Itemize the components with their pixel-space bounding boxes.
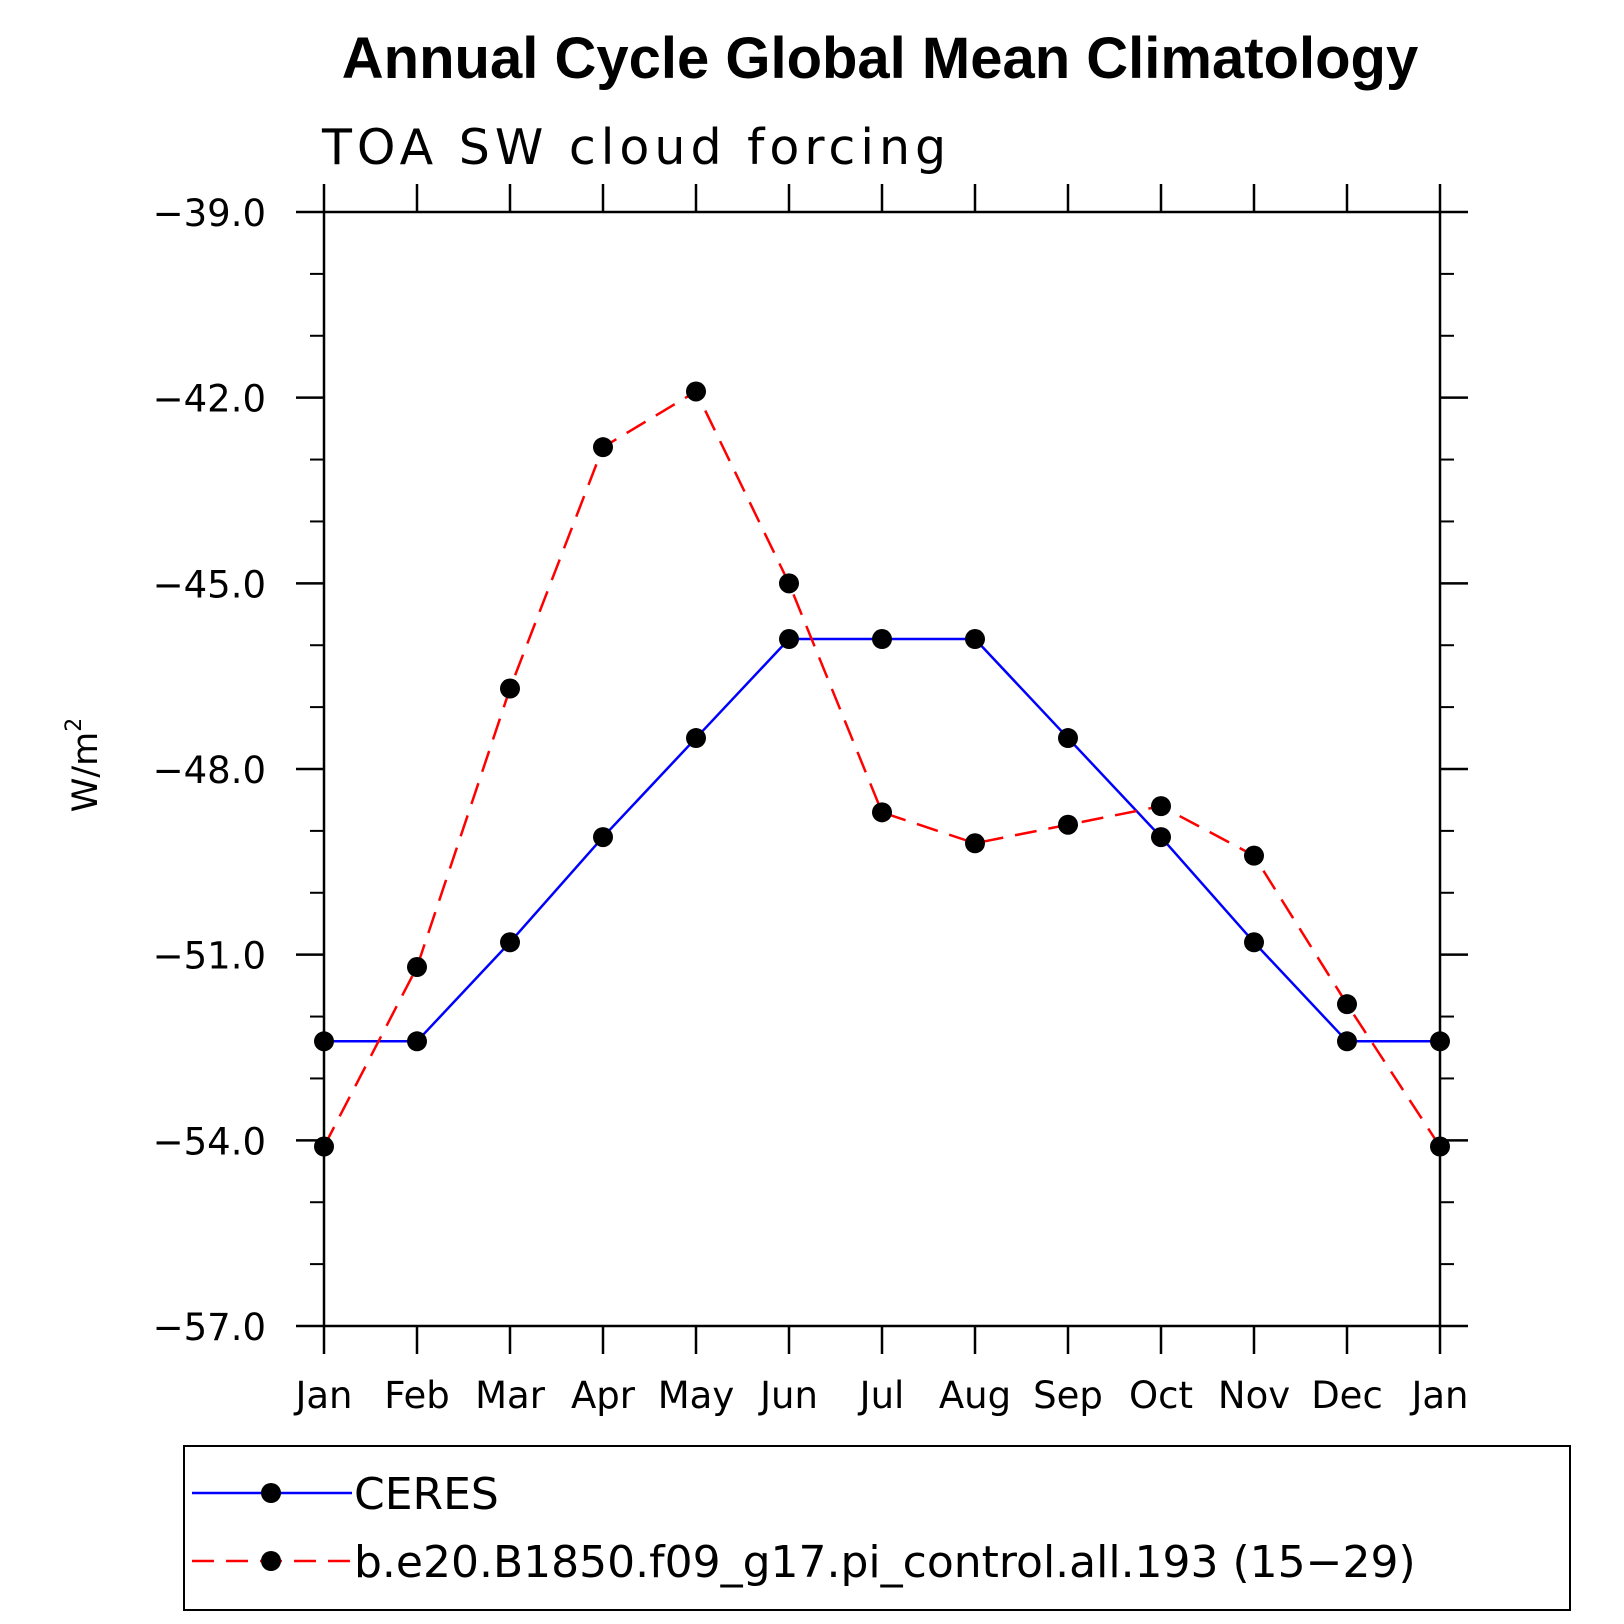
data-point bbox=[1337, 994, 1357, 1015]
data-point bbox=[1244, 845, 1264, 866]
data-point bbox=[593, 437, 613, 458]
data-point bbox=[779, 629, 799, 650]
x-tick-label: Dec bbox=[1311, 1374, 1383, 1417]
data-point bbox=[1244, 932, 1264, 953]
chart-subtitle: TOA SW cloud forcing bbox=[321, 119, 951, 176]
data-point bbox=[314, 1031, 334, 1052]
data-point bbox=[1058, 814, 1078, 835]
data-point bbox=[965, 629, 985, 650]
legend: CERES b.e20.B1850.f09_g17.pi_control.all.… bbox=[192, 1469, 1416, 1588]
series-line-1 bbox=[322, 389, 1442, 1148]
data-point bbox=[1151, 796, 1171, 817]
legend-label: b.e20.B1850.f09_g17.pi_control.all.193 (… bbox=[354, 1537, 1416, 1588]
data-point bbox=[593, 827, 613, 848]
x-tick-label: Nov bbox=[1218, 1374, 1290, 1417]
x-tick-label: Jan bbox=[1409, 1374, 1468, 1417]
x-tick-label: Aug bbox=[939, 1374, 1011, 1417]
svg-text:W/m2: W/m2 bbox=[62, 718, 106, 813]
data-point bbox=[1058, 728, 1078, 749]
series-layer bbox=[314, 381, 1450, 1157]
x-tick-label: Jul bbox=[858, 1374, 905, 1417]
data-point bbox=[686, 381, 706, 402]
data-point bbox=[872, 802, 892, 823]
series-line-0 bbox=[324, 637, 1440, 1043]
data-point bbox=[1337, 1031, 1357, 1052]
data-point bbox=[407, 1031, 427, 1052]
y-tick-label: −57.0 bbox=[153, 1306, 266, 1349]
y-axis-label-sup: 2 bbox=[62, 718, 87, 732]
data-point bbox=[500, 932, 520, 953]
x-tick-label: Oct bbox=[1129, 1374, 1193, 1417]
x-tick-label: Sep bbox=[1033, 1374, 1103, 1417]
data-point bbox=[1430, 1136, 1450, 1157]
x-tick-label: Mar bbox=[475, 1374, 546, 1417]
legend-marker bbox=[261, 1483, 281, 1503]
y-tick-label: −51.0 bbox=[153, 935, 266, 978]
legend-label: CERES bbox=[354, 1469, 499, 1520]
data-point bbox=[314, 1136, 334, 1157]
data-point bbox=[872, 629, 892, 650]
x-tick-label: Apr bbox=[571, 1374, 636, 1417]
y-tick-label: −54.0 bbox=[153, 1120, 266, 1163]
data-point bbox=[1151, 827, 1171, 848]
data-point bbox=[407, 957, 427, 978]
y-tick-label: −39.0 bbox=[153, 192, 266, 235]
y-tick-label: −48.0 bbox=[153, 749, 266, 792]
x-tick-label: Feb bbox=[384, 1374, 450, 1417]
data-point bbox=[779, 573, 799, 594]
y-axis-label-base: W/m bbox=[66, 732, 106, 813]
data-point bbox=[965, 833, 985, 854]
y-axis-label: W/m2 bbox=[62, 718, 106, 813]
legend-box bbox=[183, 1445, 1571, 1611]
data-point bbox=[686, 728, 706, 749]
plot-frame bbox=[322, 210, 1442, 1328]
x-tick-label: Jun bbox=[758, 1374, 818, 1417]
y-tick-label: −45.0 bbox=[153, 563, 266, 606]
y-tick-label: −42.0 bbox=[153, 378, 266, 421]
axes: Jan Feb Mar Apr May Jun Jul Aug Sep Oct Nov Dec Jan−… bbox=[153, 184, 1469, 1417]
chart-title: Annual Cycle Global Mean Climatology bbox=[342, 26, 1418, 91]
data-point bbox=[1430, 1031, 1450, 1052]
x-tick-label: May bbox=[658, 1374, 735, 1417]
data-point bbox=[500, 678, 520, 699]
legend-marker bbox=[261, 1551, 281, 1571]
x-tick-label: Jan bbox=[293, 1374, 352, 1417]
